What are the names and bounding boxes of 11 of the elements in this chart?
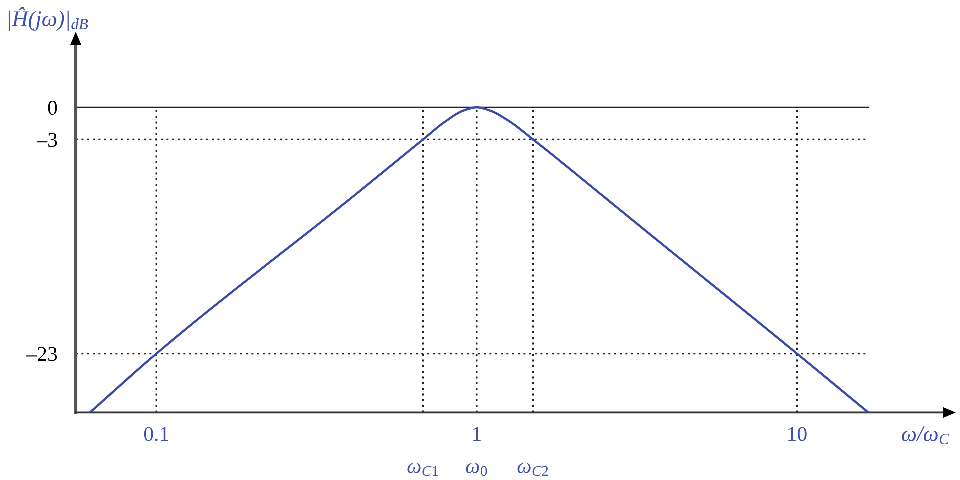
x-tick-label: 0.1 bbox=[144, 427, 168, 442]
x-tick-label: 1 bbox=[474, 427, 481, 442]
ref-line-label: ω$_{0}$ bbox=[466, 463, 488, 476]
y-axis-title: |Ĥ(jω)|$_{dB}$ bbox=[8, 7, 88, 32]
y-tick-label: 0 bbox=[48, 100, 58, 116]
ref-line-label: ω$_{C2}$ bbox=[518, 463, 548, 476]
y-tick-label: –3 bbox=[36, 133, 58, 148]
ref-line-label: ω$_{C1}$ bbox=[408, 463, 438, 476]
x-tick-label: 10 bbox=[788, 427, 807, 442]
x-axis-title: ω/ω$_{C}$ bbox=[902, 426, 950, 444]
y-tick-label: –23 bbox=[26, 347, 58, 362]
